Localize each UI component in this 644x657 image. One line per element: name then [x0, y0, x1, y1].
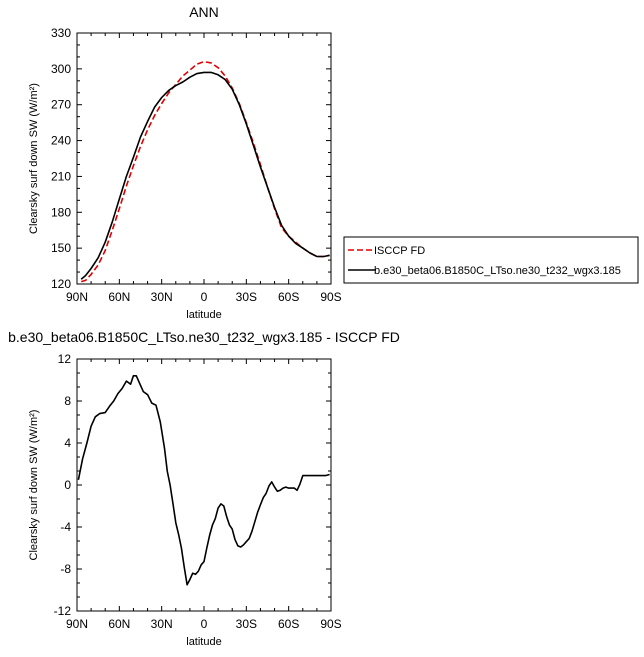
y-tick-label: 330	[51, 26, 71, 40]
legend-box	[343, 236, 639, 284]
x-tick-label: 30N	[151, 617, 173, 631]
legend-label: ISCCP FD	[374, 245, 425, 257]
legend-label: b.e30_beta06.B1850C_LTso.ne30_t232_wgx3.…	[374, 265, 621, 277]
y-tick-label: 12	[58, 352, 72, 366]
series-isccp-line	[80, 60, 330, 283]
y-tick-label: 240	[51, 134, 71, 148]
y-axis-label: Clearsky surf down SW (W/m²)	[28, 83, 40, 234]
y-tick-label: -4	[60, 520, 71, 534]
x-tick-label: 90S	[320, 617, 341, 631]
y-tick-label: 120	[51, 277, 71, 291]
y-tick-label: 150	[51, 241, 71, 255]
plot-frame	[76, 358, 332, 612]
x-tick-label: 60S	[278, 290, 299, 304]
x-tick-label: 60N	[108, 290, 130, 304]
x-axis-label: latitude	[186, 309, 221, 321]
x-tick-label: 90N	[66, 617, 88, 631]
x-tick-label: 90N	[66, 290, 88, 304]
x-tick-label: 60S	[278, 617, 299, 631]
x-tick-label: 30N	[151, 290, 173, 304]
x-tick-label: 30S	[236, 290, 257, 304]
series-model-line	[77, 374, 330, 586]
y-tick-label: 270	[51, 98, 71, 112]
x-axis-label: latitude	[186, 636, 221, 648]
y-tick-label: 0	[64, 478, 71, 492]
y-tick-label: 180	[51, 205, 71, 219]
y-tick-label: 210	[51, 169, 71, 183]
y-axis-label: Clearsky surf down SW (W/m²)	[28, 410, 40, 561]
series-model-line	[80, 71, 330, 280]
x-tick-label: 0	[201, 617, 208, 631]
y-tick-label: -12	[54, 604, 72, 618]
x-tick-label: 0	[201, 290, 208, 304]
chart-title: ANN	[189, 4, 219, 20]
y-tick-label: -8	[60, 562, 71, 576]
panel-bottom: b.e30_beta06.B1850C_LTso.ne30_t232_wgx3.…	[8, 329, 400, 648]
x-tick-label: 90S	[320, 290, 341, 304]
y-tick-label: 4	[64, 436, 71, 450]
chart-title: b.e30_beta06.B1850C_LTso.ne30_t232_wgx3.…	[8, 329, 400, 345]
panel-top: ANN 120 150 180 210 240 270 300 330 90N 60N 30N 0 30S…	[28, 4, 639, 321]
y-tick-label: 8	[64, 394, 71, 408]
plot-frame	[76, 32, 332, 285]
x-tick-label: 60N	[108, 617, 130, 631]
y-tick-label: 300	[51, 62, 71, 76]
x-tick-label: 30S	[236, 617, 257, 631]
